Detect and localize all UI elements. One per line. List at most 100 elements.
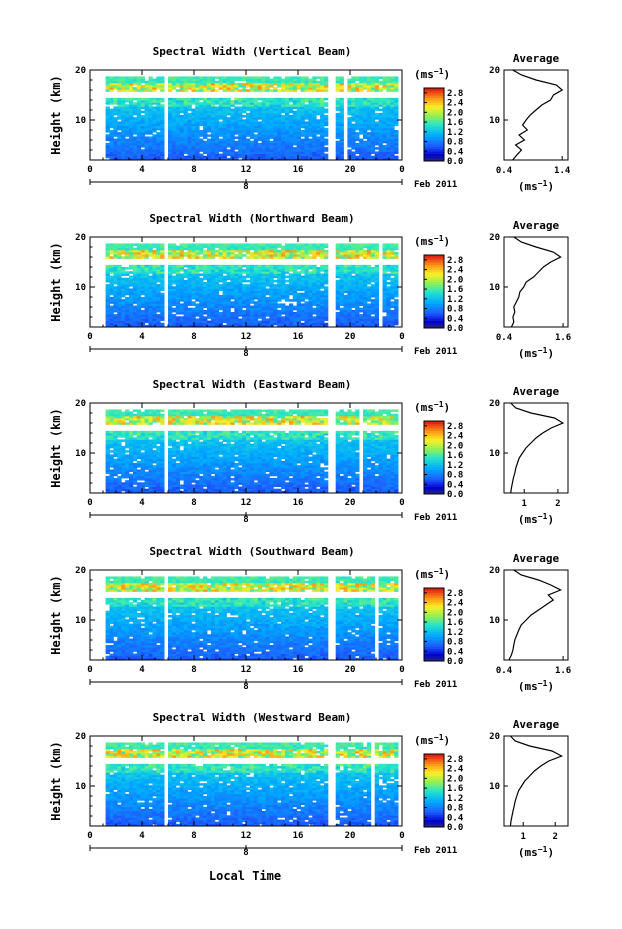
heatmap-cell: [374, 314, 379, 317]
heatmap-cell: [175, 153, 181, 157]
heatmap-cell: [249, 108, 255, 112]
heatmap-cell: [281, 245, 286, 249]
heatmap-cell: [214, 314, 220, 317]
heatmap-cell: [160, 279, 165, 283]
heatmap-cell: [316, 104, 321, 107]
heatmap-cell: [261, 82, 266, 86]
heatmap-cell: [308, 303, 313, 306]
heatmap-cell: [339, 303, 344, 306]
heatmap-cell: [242, 303, 247, 306]
heatmap-cell: [121, 309, 126, 313]
heatmap-cell: [238, 256, 243, 259]
heatmap-cell: [199, 149, 204, 152]
heatmap-cell: [117, 284, 122, 287]
heatmap-cell: [222, 316, 227, 319]
heatmap-cell: [144, 102, 149, 105]
heatmap-cell: [132, 299, 138, 302]
heatmap-cell: [382, 288, 387, 291]
heatmap-cell: [292, 279, 298, 283]
heatmap-cell: [265, 134, 270, 137]
heatmap-cell: [316, 132, 321, 135]
heatmap-cell: [394, 305, 399, 309]
heatmap-cell: [269, 97, 274, 101]
heatmap-cell: [175, 149, 181, 152]
heatmap-cell: [382, 119, 387, 122]
heatmap-cell: [207, 243, 212, 246]
heatmap-cell: [117, 252, 122, 255]
heatmap-cell: [339, 102, 344, 105]
heatmap-cell: [339, 267, 344, 270]
heatmap-cell: [222, 309, 227, 313]
heatmap-cell: [207, 121, 212, 124]
heatmap-cell: [339, 104, 344, 107]
heatmap-cell: [140, 76, 145, 79]
heatmap-cell: [386, 112, 391, 116]
heatmap-cell: [207, 301, 212, 304]
heatmap-cell: [249, 102, 255, 105]
heatmap-cell: [136, 151, 142, 154]
heatmap-cell: [273, 305, 278, 309]
heatmap-cell: [207, 108, 212, 112]
heatmap-cell: [285, 123, 290, 127]
heatmap-cell: [296, 305, 301, 309]
heatmap-cell: [136, 97, 142, 101]
heatmap-cell: [168, 316, 173, 319]
heatmap-cell: [105, 102, 110, 105]
heatmap-cell: [203, 284, 208, 287]
heatmap-cell: [156, 264, 161, 268]
heatmap-cell: [152, 290, 157, 294]
heatmap-cell: [359, 324, 364, 328]
heatmap-cell: [249, 324, 255, 328]
heatmap-cell: [183, 87, 188, 90]
heatmap-cell: [285, 267, 290, 270]
heatmap-cell: [199, 104, 204, 107]
heatmap-cell: [160, 136, 165, 139]
heatmap-cell: [347, 254, 352, 257]
heatmap-cell: [109, 121, 114, 124]
heatmap-cell: [339, 153, 344, 157]
heatmap-cell: [195, 249, 200, 253]
heatmap-cell: [179, 267, 184, 270]
heatmap-cell: [109, 155, 114, 159]
x-tick-label: 0: [399, 332, 404, 342]
heatmap-cell: [230, 138, 235, 142]
heatmap-cell: [136, 282, 142, 285]
heatmap-cell: [218, 123, 223, 127]
heatmap-cell: [175, 324, 181, 328]
heatmap-cell: [191, 297, 196, 300]
heatmap-cell: [179, 324, 184, 328]
heatmap-cell: [390, 288, 395, 291]
heatmap-cell: [394, 149, 399, 152]
heatmap-cell: [121, 322, 126, 326]
heatmap-cell: [363, 279, 368, 283]
heatmap-cell: [285, 314, 290, 317]
heatmap-cell: [292, 243, 298, 246]
heatmap-cell: [316, 106, 321, 109]
heatmap-cell: [210, 271, 216, 274]
heatmap-cell: [277, 284, 282, 287]
heatmap-cell: [366, 303, 372, 306]
heatmap-cell: [148, 318, 153, 321]
heatmap-cell: [285, 294, 290, 298]
heatmap-cell: [366, 320, 372, 324]
heatmap-cell: [335, 294, 340, 298]
heatmap-cell: [171, 76, 177, 79]
heatmap-cell: [234, 82, 239, 86]
heatmap-cell: [281, 322, 286, 326]
heatmap-cell: [179, 292, 184, 296]
heatmap-cell: [113, 125, 118, 129]
heatmap-cell: [394, 121, 399, 124]
heatmap-cell: [269, 249, 274, 253]
heatmap-cell: [269, 78, 274, 82]
heatmap-cell: [355, 110, 360, 114]
colorbar-swatch: [424, 114, 444, 118]
heatmap-cell: [140, 132, 145, 135]
heatmap-cell: [269, 314, 274, 317]
heatmap-cell: [359, 301, 364, 304]
heatmap-cell: [390, 271, 395, 274]
heatmap-cell: [191, 245, 196, 249]
heatmap-cell: [125, 254, 130, 257]
heatmap-cell: [171, 147, 177, 150]
heatmap-cell: [199, 267, 204, 270]
heatmap-cell: [296, 104, 301, 107]
